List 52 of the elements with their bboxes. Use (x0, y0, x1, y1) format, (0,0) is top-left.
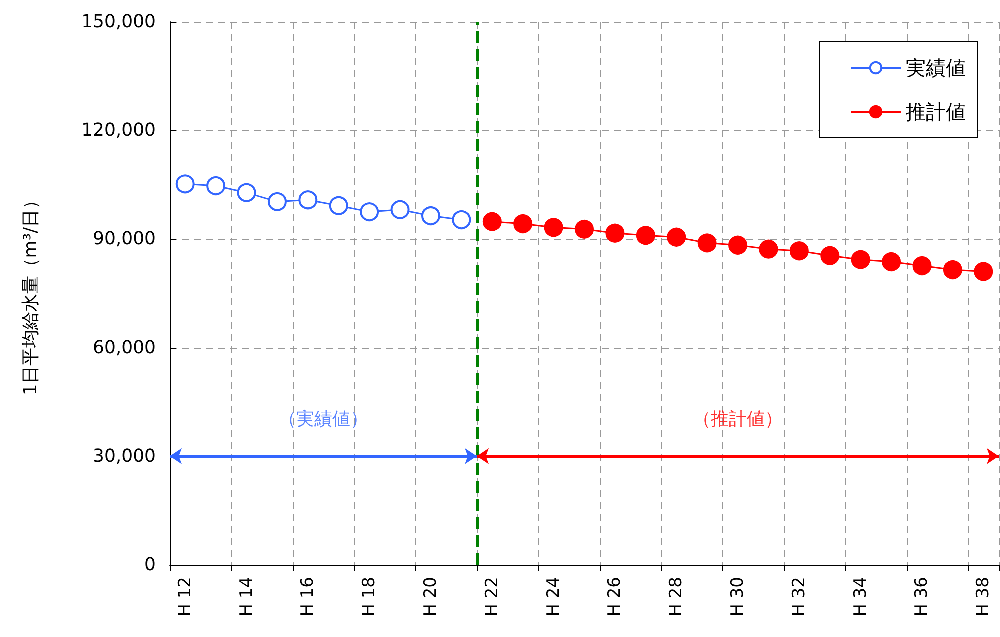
x-tick-label: H 18 (360, 577, 380, 617)
x-tick-label: H 12 (175, 577, 196, 617)
point (882, 252, 902, 272)
x-tick-label: H 16 (298, 577, 318, 617)
point (851, 250, 870, 270)
y-tick-label: 30,000 (93, 446, 156, 467)
point (360, 202, 380, 222)
point (329, 196, 348, 216)
point (943, 260, 962, 280)
x-tick-label: H 28 (666, 577, 687, 617)
point (728, 236, 748, 255)
point (514, 214, 533, 234)
point (606, 224, 625, 243)
point (237, 183, 256, 202)
y-tick-label: 150,000 (82, 12, 156, 32)
point (544, 218, 564, 238)
annotation: （推計値） (693, 408, 784, 430)
x-tick-label: H 14 (236, 577, 257, 617)
point (912, 256, 932, 276)
point (974, 262, 994, 282)
annotation: （実績値） (278, 408, 369, 430)
x-tick-label: H 30 (728, 577, 748, 617)
x-tick-label: H 20 (420, 577, 441, 617)
point (575, 220, 594, 239)
point (176, 174, 195, 194)
point (636, 226, 656, 246)
point (820, 246, 840, 266)
y-tick-label: 120,000 (82, 120, 156, 142)
x-tick-label: H 22 (482, 577, 502, 617)
x-tick-label: H 38 (974, 577, 994, 617)
y-axis-title: 1日平均給水量（m³/日） (20, 191, 42, 396)
point (759, 240, 778, 259)
point (268, 192, 287, 212)
point (667, 228, 686, 247)
point (790, 242, 809, 261)
x-tick-label: H 36 (912, 577, 932, 617)
y-tick-label: 60,000 (93, 337, 156, 358)
x-tick-label: H 34 (850, 577, 871, 617)
point (698, 234, 717, 253)
point (390, 200, 410, 220)
x-tick-label: H 26 (605, 577, 626, 617)
x-tick-label: H 24 (544, 577, 564, 617)
point (422, 206, 440, 226)
y-tick-label: 90,000 (93, 228, 156, 250)
point (206, 176, 226, 196)
point (298, 190, 318, 210)
x-tick-label: H 32 (789, 577, 810, 617)
point (452, 210, 472, 230)
legend-label: 推計値 (906, 100, 966, 124)
legend-label: 実績値 (906, 56, 966, 80)
y-tick-label: 0 (144, 554, 156, 576)
point (482, 212, 502, 232)
